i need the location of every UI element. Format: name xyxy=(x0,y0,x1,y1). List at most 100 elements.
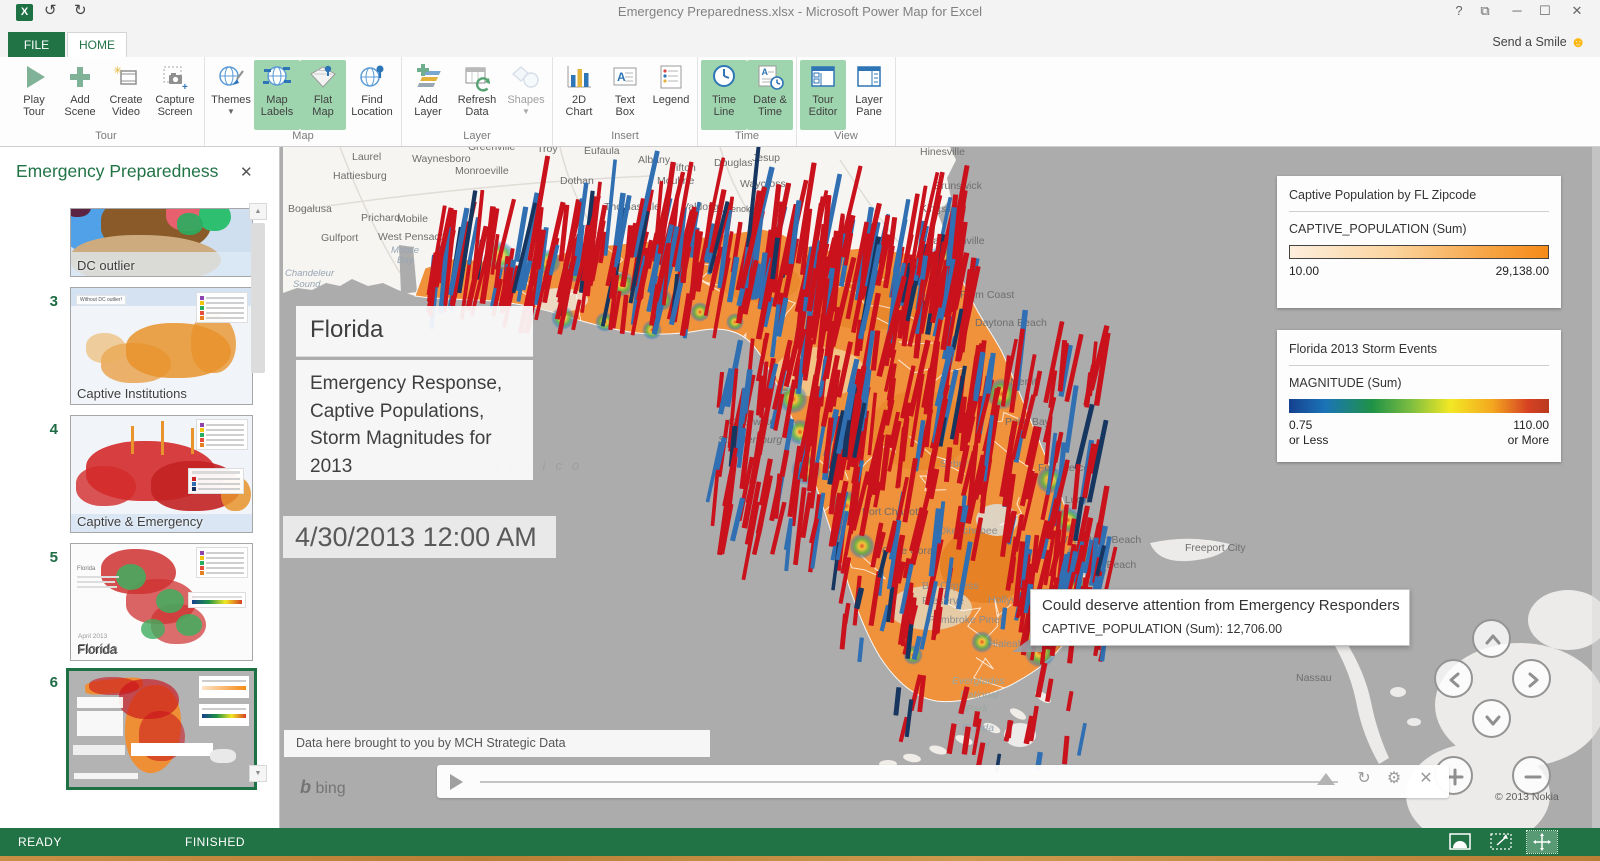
svg-text:Gulfport: Gulfport xyxy=(321,232,358,244)
close-button[interactable]: ✕ xyxy=(1571,3,1583,18)
tooltip-detail: CAPTIVE_POPULATION (Sum): 12,706.00 xyxy=(1042,622,1283,636)
maximize-button[interactable]: ☐ xyxy=(1539,3,1551,18)
pan-left-button[interactable] xyxy=(1434,659,1473,698)
legend-field: CAPTIVE_POPULATION (Sum) xyxy=(1289,222,1467,236)
svg-text:Bay: Bay xyxy=(397,255,415,266)
map-canvas[interactable]: Laurel Waynesboro Hattiesburg Bogalusa Prich… xyxy=(280,147,1600,828)
scene-number: 4 xyxy=(49,421,58,438)
pan-up-button[interactable] xyxy=(1472,619,1511,658)
scene-number: 5 xyxy=(49,549,58,566)
scene-thumbnail-6[interactable] xyxy=(66,668,257,790)
ribbon-group-tour: Play Tour Add Scene ✳ Create Video + Capture Scre… xyxy=(8,57,205,146)
legend-title: Florida 2013 Storm Events xyxy=(1289,342,1549,366)
ribbon-group-time: Time Line A Date & Time Time xyxy=(698,57,797,146)
svg-text:West Pensacola: West Pensacola xyxy=(378,231,454,243)
pan-down-button[interactable] xyxy=(1472,699,1511,738)
svg-text:Mobile: Mobile xyxy=(391,245,419,256)
smiley-icon: ☻ xyxy=(1570,34,1586,51)
timeline-track[interactable] xyxy=(480,781,1338,783)
scroll-up-icon[interactable]: ▲ xyxy=(249,203,267,220)
ribbon-button-label: Legend xyxy=(652,94,690,106)
ribbon-button-legend[interactable]: Legend xyxy=(648,60,694,130)
legend-storm-magnitude[interactable]: Florida 2013 Storm Events MAGNITUDE (Sum… xyxy=(1277,330,1561,462)
pan-mode-icon[interactable] xyxy=(1526,830,1558,854)
scene-description-textbox[interactable]: Emergency Response, Captive Populations,… xyxy=(296,360,533,480)
ribbon-button-themes[interactable]: Themes ▼ xyxy=(208,60,254,130)
zoom-out-button[interactable] xyxy=(1512,756,1551,795)
svg-text:Troy: Troy xyxy=(537,147,558,155)
svg-text:National: National xyxy=(960,689,999,701)
play-button[interactable] xyxy=(446,772,466,792)
svg-text:Brunswick: Brunswick xyxy=(934,180,983,192)
window-title: Emergency Preparedness.xlsx - Microsoft … xyxy=(617,4,983,19)
close-playback-icon[interactable]: ✕ xyxy=(1419,770,1433,787)
ribbon-button-add-scene[interactable]: Add Scene xyxy=(57,60,103,130)
ribbon-button-refresh-data[interactable]: Refresh Data xyxy=(451,60,503,130)
redo-icon[interactable]: ↻ xyxy=(74,2,87,19)
ribbon-button-tour-editor[interactable]: Tour Editor xyxy=(800,60,846,130)
timeline-scrubber[interactable] xyxy=(1317,773,1335,785)
scene-thumbnail-3[interactable]: Without DC outlier! Captive Institutions xyxy=(70,287,253,405)
ribbon-group-label: Insert xyxy=(611,130,639,142)
svg-text:Greenville: Greenville xyxy=(468,147,515,153)
chevron-down-icon xyxy=(1485,715,1501,726)
help-button[interactable]: ? xyxy=(1455,3,1463,18)
right-edge-band xyxy=(1592,147,1600,828)
ribbon-button-flat-map[interactable]: Flat Map xyxy=(300,60,346,130)
ribbon-tab-row: FILE HOME Send a Smile ☻ xyxy=(0,26,1600,58)
ribbon-button-text-box[interactable]: A Text Box xyxy=(602,60,648,130)
scene-thumbnail-2[interactable]: DC outlier xyxy=(70,208,253,277)
scene-scrollbar[interactable]: ▲ ▼ xyxy=(249,203,267,783)
ribbon-group-insert: 2D Chart A Text Box Legend Insert xyxy=(553,57,698,146)
scroll-down-icon[interactable]: ▼ xyxy=(249,765,267,782)
send-a-smile-button[interactable]: Send a Smile ☻ xyxy=(1492,34,1586,51)
tour-panel-close-icon[interactable]: ✕ xyxy=(240,164,253,181)
data-attribution-box: Data here brought to you by MCH Strategi… xyxy=(284,730,710,757)
ribbon-button-time-line[interactable]: Time Line xyxy=(701,60,747,130)
settings-gear-icon[interactable]: ⚙ xyxy=(1386,770,1402,787)
pan-right-button[interactable] xyxy=(1512,659,1551,698)
ribbon-button-date-time[interactable]: A Date & Time xyxy=(747,60,793,130)
ribbon-button-create-video[interactable]: ✳ Create Video xyxy=(103,60,149,130)
svg-text:Nassau: Nassau xyxy=(1296,672,1332,684)
tooltip-title: Could deserve attention from Emergency R… xyxy=(1042,597,1400,614)
screenshot-view-icon[interactable] xyxy=(1445,831,1475,853)
ribbon-button-capture-screen[interactable]: + Capture Screen xyxy=(149,60,201,130)
gradient-bar-captive xyxy=(1289,245,1549,259)
scrollbar-thumb[interactable] xyxy=(251,223,265,373)
ribbon-button-layer-pane[interactable]: Layer Pane xyxy=(846,60,892,130)
ribbon-button-label: Create Video xyxy=(109,94,143,118)
themes-icon xyxy=(219,66,244,86)
ribbon-button-add-layer[interactable]: Add Layer xyxy=(405,60,451,130)
svg-text:Daytona Beach: Daytona Beach xyxy=(975,317,1047,329)
ribbon-button-map-labels[interactable]: Map Labels xyxy=(254,60,300,130)
resize-view-icon[interactable] xyxy=(1486,831,1516,853)
ribbon-button-2d-chart[interactable]: 2D Chart xyxy=(556,60,602,130)
ribbon-button-find-location[interactable]: Find Location xyxy=(346,60,398,130)
undo-icon[interactable]: ↺ xyxy=(44,2,57,19)
mobile-bay xyxy=(399,245,417,294)
tab-home[interactable]: HOME xyxy=(67,32,127,58)
ribbon-group-label: Tour xyxy=(95,130,117,142)
scene-thumbnail-4[interactable]: Captive & Emergency xyxy=(70,415,253,533)
svg-text:Dothan: Dothan xyxy=(560,175,594,187)
display-settings-icon[interactable]: ⧉ xyxy=(1480,3,1490,18)
legend-captive-population[interactable]: Captive Population by FL Zipcode CAPTIVE… xyxy=(1277,176,1561,308)
ribbon-group-map: Themes ▼ Map Labels Flat Map Find Location Map xyxy=(205,57,402,146)
time-display[interactable]: 4/30/2013 12:00 AM xyxy=(283,516,556,558)
chevron-up-icon xyxy=(1485,634,1501,645)
ribbon-button-label: 2D Chart xyxy=(565,94,593,118)
minimize-button[interactable]: ─ xyxy=(1512,3,1522,18)
loop-icon[interactable]: ↻ xyxy=(1357,770,1371,787)
tab-file[interactable]: FILE xyxy=(8,32,65,58)
scene-title-textbox[interactable]: Florida xyxy=(296,306,533,357)
scene-thumbnail-5[interactable]: Florida April 2013 Florida Florida xyxy=(70,543,253,661)
ribbon-group-layer: Add Layer Refresh Data Shapes ▼ Layer xyxy=(402,57,553,146)
ribbon-button-play-tour[interactable]: Play Tour xyxy=(11,60,57,130)
maplabels-icon xyxy=(263,66,291,86)
ribbon-button-label: Shapes xyxy=(507,94,545,106)
ribbon-button-label: Refresh Data xyxy=(457,94,497,118)
svg-text:Waycross: Waycross xyxy=(740,178,786,190)
taskbar-sliver xyxy=(0,856,1600,861)
legend-max-sub: or More xyxy=(1507,433,1549,447)
